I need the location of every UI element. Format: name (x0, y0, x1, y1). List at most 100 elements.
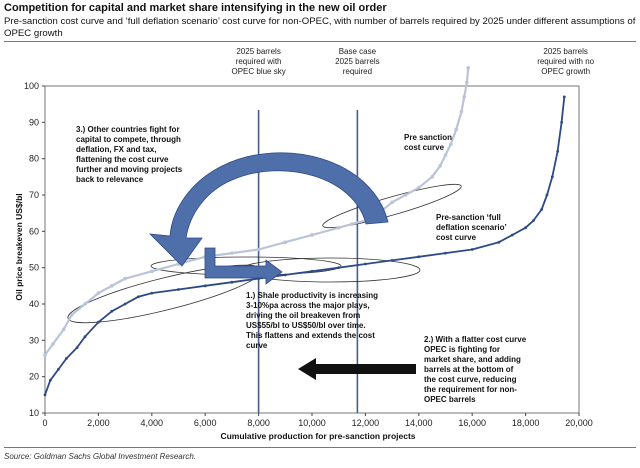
pre-sanction-curve-point (51, 342, 55, 346)
y-tick-label: 100 (24, 81, 39, 91)
y-tick-label: 90 (29, 117, 39, 127)
annotation-note-1: US$55/bl to US$50/bl over time. (246, 321, 366, 330)
header-divider (4, 41, 636, 42)
x-tick-label: 4,000 (141, 418, 164, 428)
pre-sanction-curve-point (465, 80, 469, 85)
vertical-line-label: required (343, 67, 372, 76)
annotation-note-3: deflation, FX and tax, (76, 145, 156, 154)
pre-sanction-curve-point (230, 251, 234, 255)
pre-sanction-curve-point (96, 291, 101, 295)
vertical-line-label: 2025 barrels (543, 47, 587, 56)
pre-sanction-label: cost curve (404, 143, 445, 152)
full-deflation-curve-point (137, 295, 140, 299)
annotation-note-2: OPEC barrels (424, 395, 476, 404)
highlight-ellipse (322, 183, 462, 229)
full-deflation-curve-point (444, 251, 447, 255)
pre-sanction-curve-point (336, 225, 341, 230)
pre-sanction-curve-point (390, 200, 394, 205)
full-deflation-curve-point (560, 120, 564, 124)
annotation-note-2: market share, and adding (424, 355, 521, 364)
x-tick-label: 0 (42, 418, 47, 428)
pre-sanction-curve-point (123, 276, 127, 281)
full-deflation-curve-point (43, 393, 47, 397)
pre-sanction-curve-point (350, 222, 354, 226)
vertical-line-label: OPEC blue sky (231, 67, 285, 76)
pre-sanction-curve-point (430, 175, 434, 179)
pre-sanction-curve-point (109, 284, 114, 288)
page-title: Competition for capital and market share… (4, 2, 387, 14)
x-tick-label: 8,000 (247, 418, 270, 428)
full-deflation-curve-point (203, 284, 207, 288)
annotation-note-3: capital to compete, through (76, 135, 181, 144)
full-deflation-curve-point (97, 320, 100, 324)
x-tick-label: 14,000 (405, 418, 433, 428)
full-deflation-label: Pre-sanction ‘full (436, 213, 501, 222)
page-subtitle: Pre-sanction cost curve and ‘full deflat… (4, 16, 636, 39)
y-tick-label: 20 (29, 372, 39, 382)
annotation-note-2: 2.) With a flatter cost curve (424, 335, 527, 344)
x-tick-label: 10,000 (298, 418, 326, 428)
full-deflation-curve-point (230, 280, 234, 284)
annotation-note-1: driving the oil breakeven from (246, 311, 360, 320)
x-tick-label: 20,000 (565, 418, 593, 428)
full-deflation-curve-point (150, 291, 154, 295)
annotation-note-1: 3-10%pa across the major plays, (246, 301, 370, 310)
full-deflation-curve-point (470, 248, 474, 251)
full-deflation-curve-point (177, 288, 180, 291)
vertical-line-label: required with (236, 57, 282, 66)
annotation-note-3: further and moving projects (76, 165, 183, 174)
full-deflation-curve-point (75, 346, 79, 349)
full-deflation-curve-point (510, 233, 514, 237)
pre-sanction-curve-point (438, 164, 442, 168)
pre-sanction-curve-point (43, 353, 47, 357)
x-tick-label: 6,000 (194, 418, 217, 428)
full-deflation-curve-point (337, 266, 341, 270)
y-tick-label: 10 (29, 408, 39, 418)
full-deflation-curve-point (64, 357, 68, 360)
full-deflation-curve-point (56, 368, 60, 371)
full-deflation-curve-point (524, 226, 527, 230)
pre-sanction-curve-point (256, 247, 261, 252)
x-tick-label: 18,000 (512, 418, 540, 428)
y-axis-title: Oil price breakeven US$/bl (14, 193, 24, 300)
full-deflation-curve-point (123, 302, 127, 306)
full-deflation-curve-point (556, 150, 560, 153)
annotation-note-1: curve (246, 341, 268, 350)
vertical-line-label: 2025 barrels (335, 57, 379, 66)
pre-sanction-curve-point (466, 66, 470, 70)
annotation-arrows (148, 152, 416, 380)
annotation-note-1: 1.) Shale productivity is increasing (246, 291, 378, 300)
vertical-line-label: OPEC growth (541, 67, 590, 76)
full-deflation-curve-point (417, 255, 421, 259)
y-tick-label: 40 (29, 299, 39, 309)
annotation-note-2: the requirement for non- (424, 385, 517, 394)
pre-sanction-curve-point (417, 185, 421, 190)
y-axis: 10 20 30 40 50 60 70 80 90 100 (24, 81, 45, 418)
vertical-line-label: required with no (537, 57, 594, 66)
annotation-note-2: the cost curve, reducing (424, 375, 517, 384)
full-deflation-curve-point (545, 193, 549, 197)
annotation-note-3: back to relevance (76, 175, 144, 184)
full-deflation-curve-point (310, 269, 314, 273)
full-deflation-label: cost curve (436, 233, 477, 242)
annotation-note-3: 3.) Other countries fight for (76, 125, 180, 134)
full-deflation-curve-point (364, 262, 367, 266)
pre-sanction-curve-point (459, 109, 464, 114)
x-axis-title: Cumulative production for pre-sanction p… (220, 431, 415, 441)
full-deflation-curve-point (562, 95, 566, 99)
x-axis: 0 2,000 4,000 6,000 8,000 10,000 12,000 14,000 1… (42, 413, 593, 428)
pre-sanction-curve-point (61, 327, 66, 332)
pre-sanction-label: Pre sanction (404, 133, 452, 142)
pre-sanction-curve-point (150, 269, 154, 274)
pre-sanction-curve-point (283, 240, 288, 245)
full-deflation-curve-point (540, 208, 544, 211)
y-tick-label: 80 (29, 154, 39, 164)
x-tick-label: 12,000 (352, 418, 380, 428)
market-share-arrow (298, 358, 416, 380)
full-deflation-curve-point (283, 273, 287, 277)
full-deflation-curve-point (110, 309, 114, 313)
x-tick-label: 16,000 (458, 418, 486, 428)
vertical-line-label: Base case (339, 47, 377, 56)
